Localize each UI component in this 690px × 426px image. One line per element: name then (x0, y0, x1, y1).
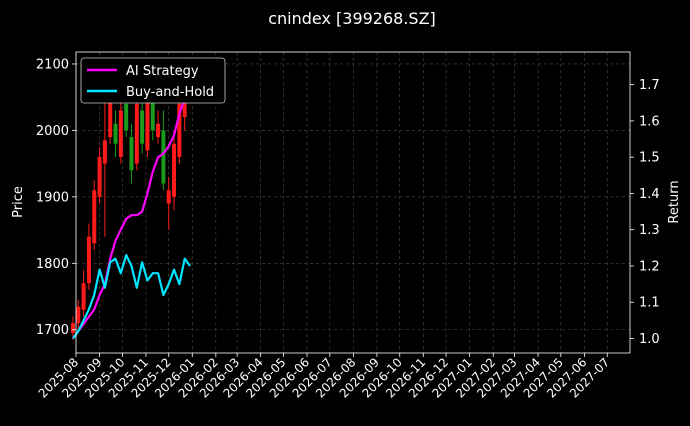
series-line-buy-and-hold (72, 254, 191, 340)
y-axis-left-label: Price (11, 186, 26, 218)
y-right-tick-label: 1.6 (639, 114, 660, 129)
y-right-tick-label: 1.3 (639, 223, 660, 238)
y-left-tick-label: 2100 (36, 57, 69, 72)
y-axis-left: 1700 1800 1900 2000 2100 (36, 57, 76, 338)
series-line-ai-strategy (72, 84, 192, 340)
candle-body (102, 140, 107, 164)
candle-body (145, 83, 150, 151)
candle-body (118, 110, 123, 157)
y-right-tick-label: 1.2 (639, 259, 660, 274)
candle-body (124, 103, 129, 131)
candle-body (76, 306, 81, 324)
candle-body (81, 283, 86, 310)
candle-body (113, 123, 118, 144)
y-left-tick-label: 2000 (36, 124, 69, 139)
legend-label-buy-and-hold: Buy-and-Hold (126, 85, 214, 100)
y-right-tick-label: 1.1 (639, 296, 660, 311)
y-left-tick-label: 1800 (36, 257, 69, 272)
y-right-tick-label: 1.4 (639, 187, 660, 202)
candle-body (70, 323, 75, 334)
x-axis: 2025-082025-092025-102025-112025-122026-… (36, 353, 612, 401)
legend: AI Strategy Buy-and-Hold (80, 57, 226, 104)
candle-body (86, 236, 91, 284)
candlesticks (70, 57, 192, 340)
candle-body (129, 137, 134, 171)
candle-body (166, 190, 171, 204)
candle-body (92, 190, 97, 244)
candle-body (177, 103, 182, 157)
y-right-tick-label: 1.5 (639, 151, 660, 166)
chart-title: cnindex [399268.SZ] (268, 9, 436, 28)
candle-body (108, 97, 113, 138)
candle-body (172, 143, 177, 197)
return-lines (72, 84, 192, 340)
legend-label-ai-strategy: AI Strategy (126, 64, 199, 79)
candle-body (150, 90, 155, 131)
y-left-tick-label: 1700 (36, 323, 69, 338)
y-right-tick-label: 1.7 (639, 78, 660, 93)
candle-body (97, 156, 102, 197)
y-axis-right-label: Return (667, 180, 682, 223)
y-axis-right: 1.0 1.1 1.2 1.3 1.4 1.5 1.6 1.7 (630, 78, 660, 347)
candle-body (161, 130, 166, 184)
y-left-tick-label: 1900 (36, 190, 69, 205)
y-right-tick-label: 1.0 (639, 332, 660, 347)
candle-body (156, 123, 161, 138)
candle-body (140, 110, 145, 144)
candle-body (134, 103, 139, 164)
